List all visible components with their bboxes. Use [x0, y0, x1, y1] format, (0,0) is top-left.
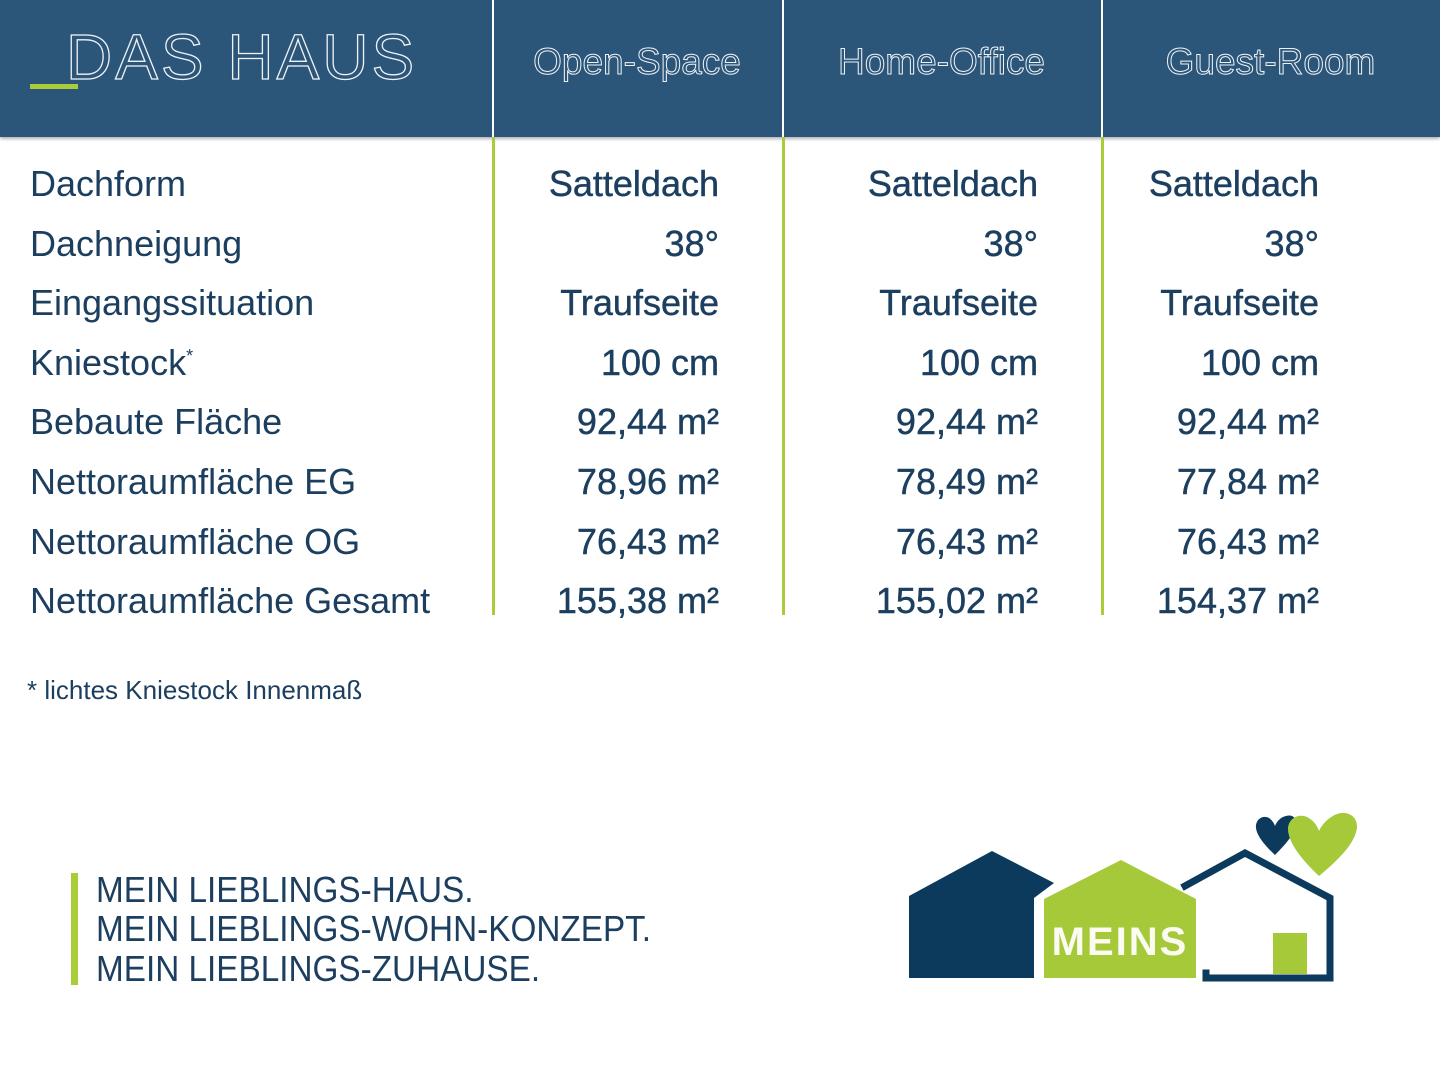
svg-text:MEINS: MEINS	[1052, 920, 1189, 964]
